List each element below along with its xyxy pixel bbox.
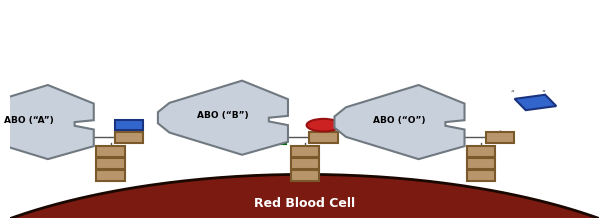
Bar <box>96 146 125 157</box>
Text: ABO (“B”): ABO (“B”) <box>197 111 249 120</box>
Bar <box>252 131 286 144</box>
Bar <box>291 146 319 157</box>
Text: ABO (“A”): ABO (“A”) <box>4 116 53 125</box>
Text: Red Blood Cell: Red Blood Cell <box>254 197 355 210</box>
Polygon shape <box>334 85 464 159</box>
Bar <box>291 170 319 181</box>
Bar <box>115 120 144 130</box>
Polygon shape <box>158 81 288 155</box>
Bar <box>310 132 338 143</box>
Bar <box>467 170 495 181</box>
Polygon shape <box>515 95 556 110</box>
Bar <box>291 158 319 169</box>
Bar <box>486 132 515 143</box>
Text: “: “ <box>510 90 514 99</box>
Bar <box>96 158 125 169</box>
Bar <box>428 131 462 144</box>
Text: ”: ” <box>541 90 545 99</box>
Bar <box>467 146 495 157</box>
Text: ABO (“O”): ABO (“O”) <box>373 116 426 125</box>
Bar <box>96 170 125 181</box>
Circle shape <box>307 119 340 131</box>
Bar <box>115 132 144 143</box>
Bar <box>467 158 495 169</box>
Polygon shape <box>0 85 94 159</box>
Bar <box>58 131 92 144</box>
